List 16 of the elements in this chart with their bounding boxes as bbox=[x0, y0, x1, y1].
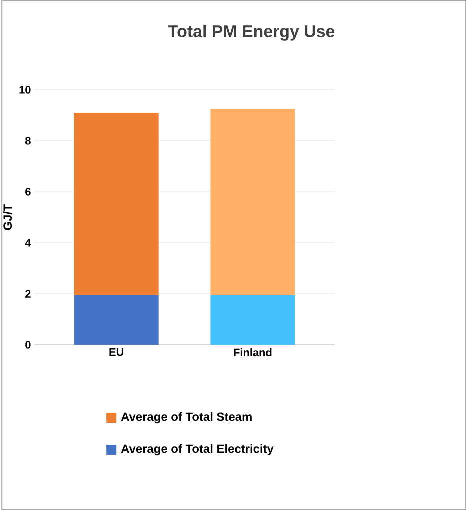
legend-label: Average of Total Electricity bbox=[122, 444, 274, 456]
y-tick-label: 4 bbox=[26, 239, 32, 247]
y-tick-label: 8 bbox=[26, 137, 32, 145]
y-tick-label: 0 bbox=[26, 341, 31, 349]
chart-title: Total PM Energy Use bbox=[168, 25, 335, 41]
legend-label: Average of Total Steam bbox=[122, 412, 252, 424]
x-tick-label: Finland bbox=[234, 348, 272, 357]
bar bbox=[210, 295, 296, 345]
x-tick-label: EU bbox=[110, 348, 124, 356]
bar bbox=[74, 112, 160, 296]
y-tick-label: 2 bbox=[26, 290, 32, 298]
y-tick-label: 6 bbox=[26, 188, 32, 196]
y-tick-label: 10 bbox=[20, 86, 31, 94]
bar bbox=[74, 295, 160, 345]
bar bbox=[210, 109, 296, 296]
y-axis-title: GJ/T bbox=[4, 204, 12, 230]
